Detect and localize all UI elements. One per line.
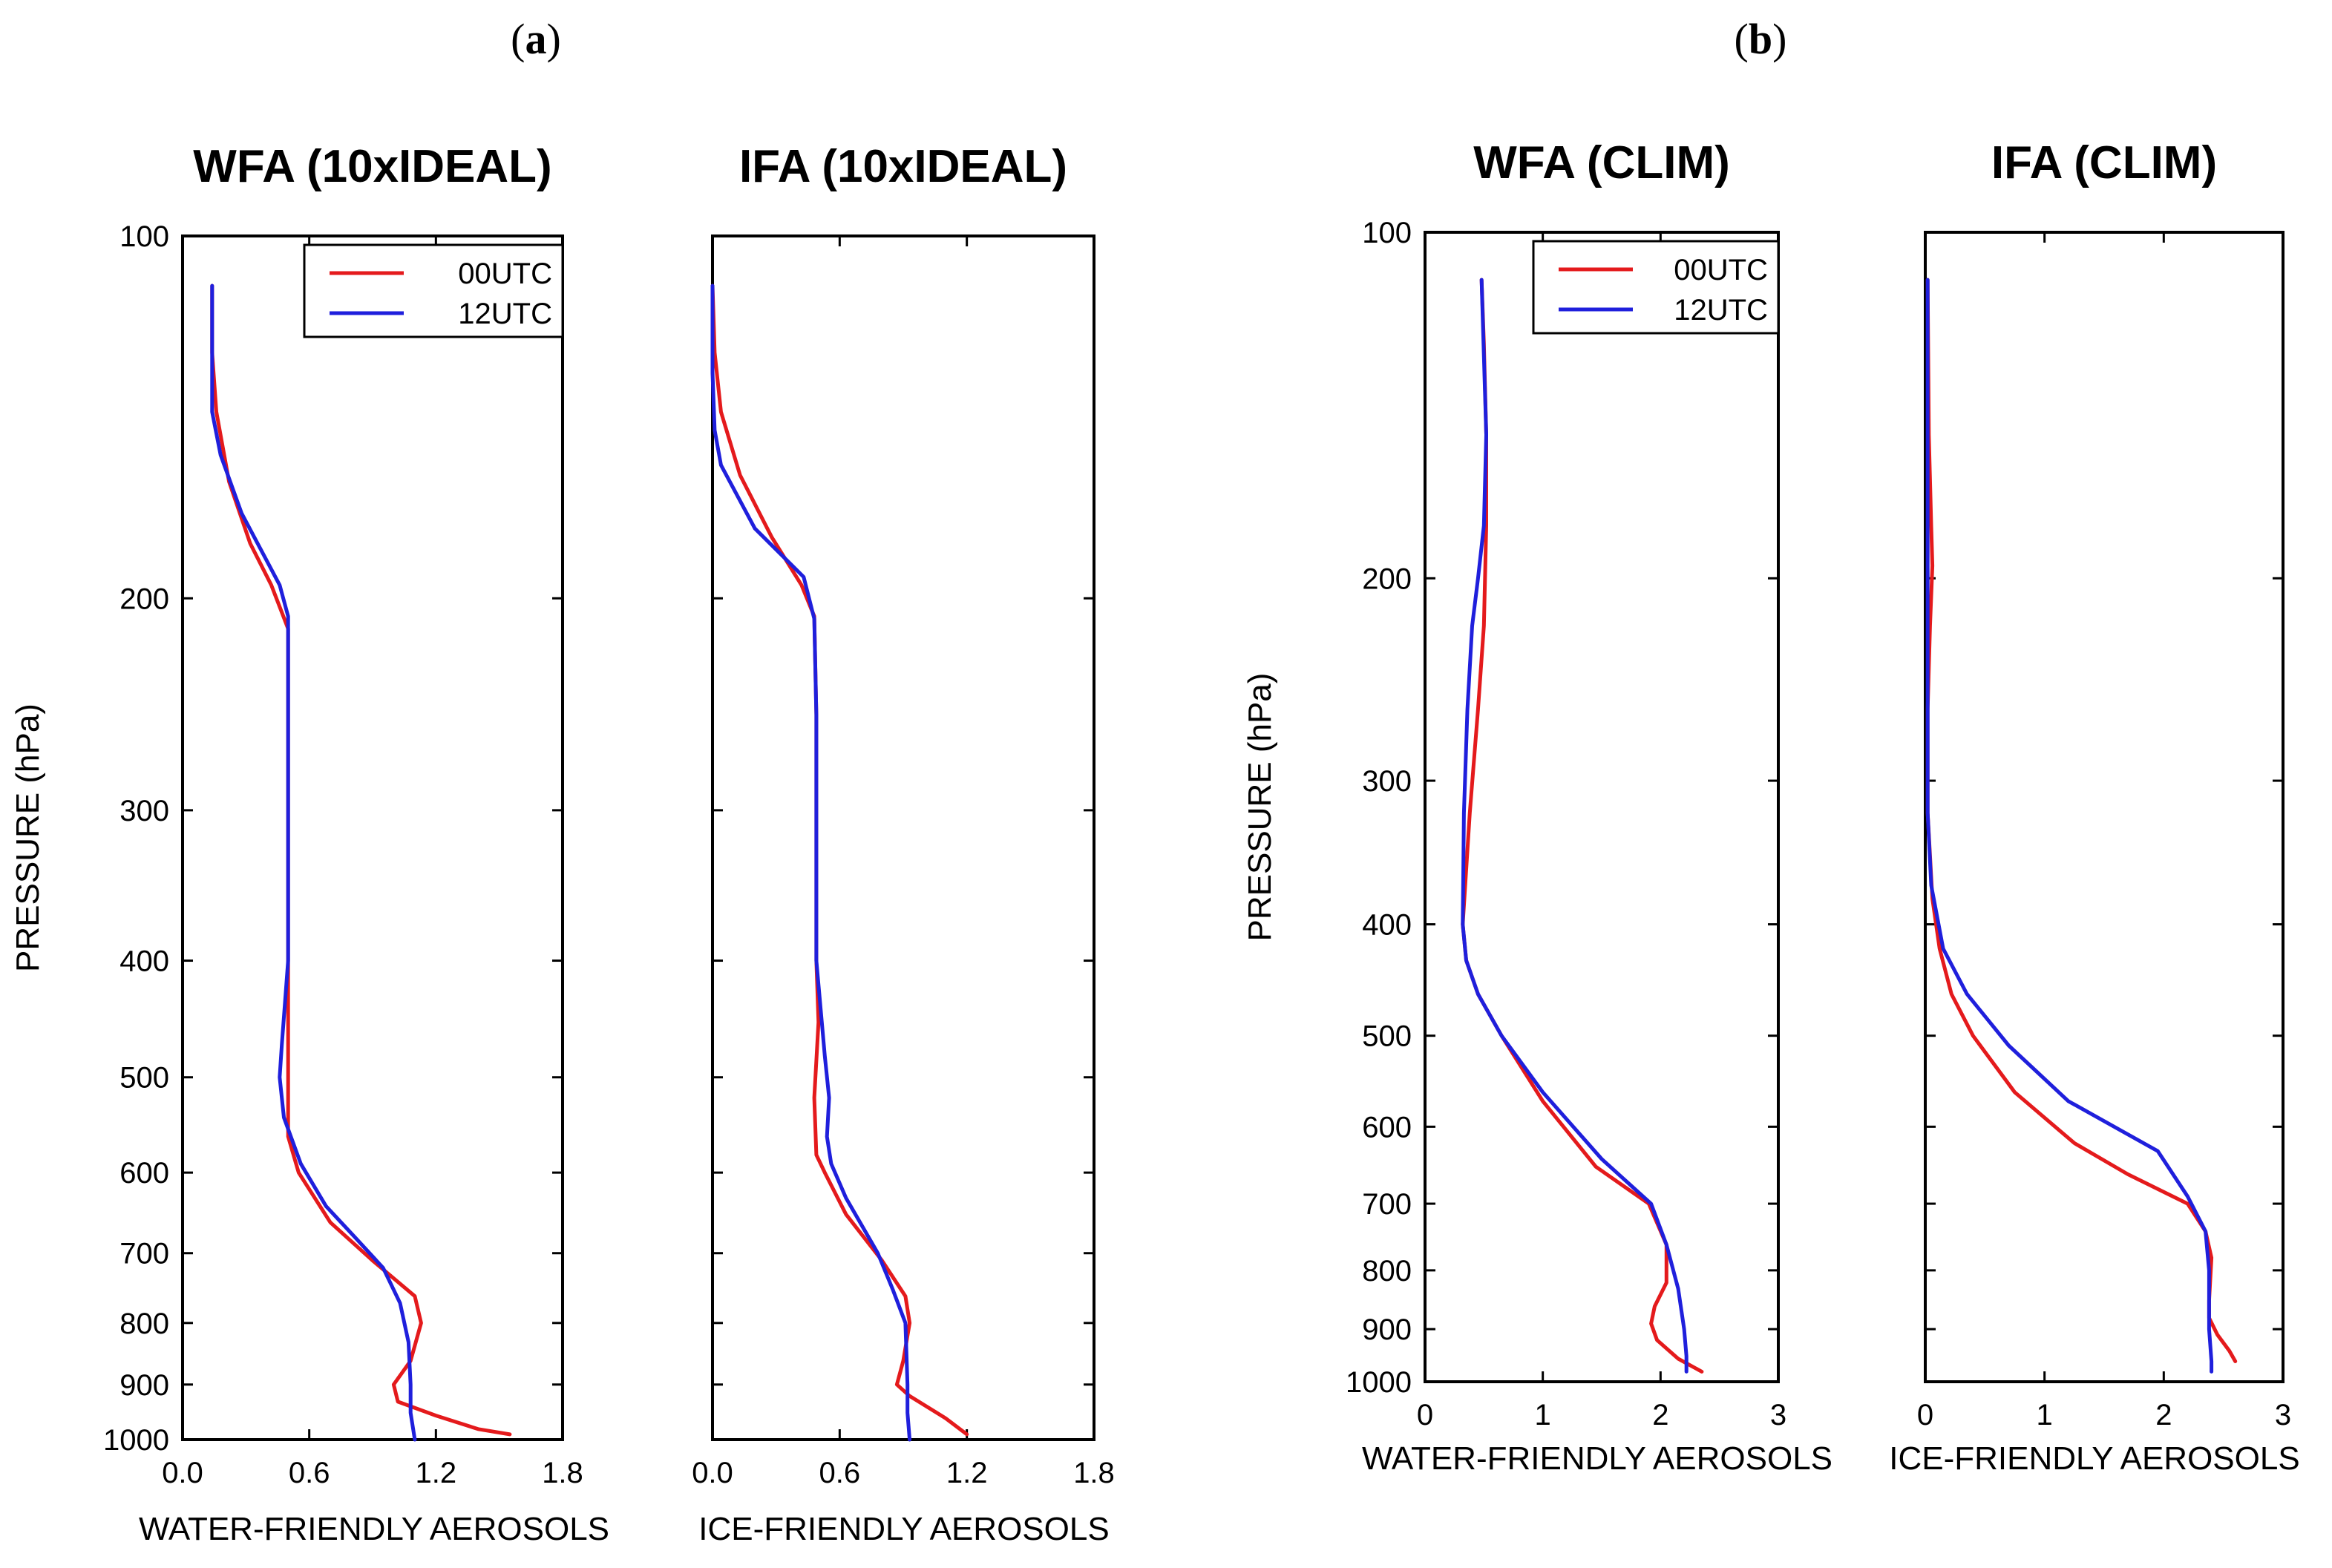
panel-label-a: (a)	[511, 15, 561, 63]
y-tick-label: 600	[119, 1157, 169, 1190]
x-tick-label: 0.6	[289, 1457, 330, 1489]
x-axis-label: ICE-FRIENDLY AEROSOLS	[698, 1511, 1109, 1547]
plot-frame	[1924, 231, 2284, 1383]
chart-title: WFA (CLIM)	[1473, 137, 1729, 188]
plot-frame	[181, 234, 564, 1441]
legend-label: 12UTC	[458, 298, 552, 330]
legend-box	[1532, 240, 1780, 335]
x-tick-label: 3	[1770, 1399, 1786, 1431]
legend-label: 00UTC	[1674, 254, 1768, 286]
y-tick-label: 100	[119, 220, 169, 253]
x-tick-label: 2	[2155, 1399, 2172, 1431]
chart-2	[710, 234, 1095, 1442]
chart-4	[1924, 231, 2284, 1383]
x-axis-label: WATER-FRIENDLY AEROSOLS	[139, 1511, 609, 1547]
series-line-12utc	[210, 283, 417, 1442]
y-tick-label: 400	[1362, 909, 1412, 942]
x-tick-label: 0.0	[692, 1457, 733, 1489]
series-line-12utc	[1461, 278, 1689, 1374]
series-line-00utc	[210, 283, 512, 1437]
x-axis-label: ICE-FRIENDLY AEROSOLS	[1889, 1440, 2299, 1477]
y-tick-label: 700	[1362, 1188, 1412, 1221]
x-tick-label: 1.8	[542, 1457, 583, 1489]
x-tick-label: 0	[1417, 1399, 1433, 1431]
chart-title: IFA (10xIDEAL)	[739, 141, 1067, 192]
chart-title: WFA (10xIDEAL)	[193, 141, 551, 192]
y-tick-label: 300	[119, 795, 169, 827]
y-axis-label: PRESSURE (hPa)	[10, 703, 46, 972]
x-tick-label: 1	[1535, 1399, 1551, 1431]
x-axis-label: WATER-FRIENDLY AEROSOLS	[1362, 1440, 1832, 1477]
x-tick-label: 0	[1917, 1399, 1933, 1431]
legend-label: 12UTC	[1674, 294, 1768, 327]
series-line-12utc	[710, 283, 912, 1442]
x-tick-label: 1	[2037, 1399, 2053, 1431]
y-tick-label: 600	[1362, 1111, 1412, 1144]
y-tick-label: 100	[1362, 217, 1412, 249]
y-tick-label: 400	[119, 945, 169, 978]
legend	[1532, 240, 1780, 335]
chart-3	[1424, 231, 1780, 1383]
x-tick-label: 0.0	[162, 1457, 203, 1489]
y-tick-label: 1000	[103, 1424, 169, 1457]
y-tick-label: 900	[119, 1369, 169, 1402]
legend-box	[303, 243, 564, 338]
y-tick-label: 800	[1362, 1255, 1412, 1287]
x-tick-label: 1.8	[1073, 1457, 1115, 1489]
y-tick-label: 800	[119, 1308, 169, 1340]
x-tick-label: 2	[1652, 1399, 1668, 1431]
y-tick-label: 1000	[1346, 1366, 1412, 1399]
legend	[303, 243, 564, 338]
y-tick-label: 700	[119, 1238, 169, 1270]
series-line-00utc	[1461, 278, 1704, 1374]
x-tick-label: 1.2	[946, 1457, 988, 1489]
chart-title: IFA (CLIM)	[1991, 137, 2217, 188]
y-tick-label: 200	[1362, 562, 1412, 595]
x-tick-label: 1.2	[416, 1457, 457, 1489]
plot-frame	[711, 234, 1095, 1441]
series-line-00utc	[710, 283, 969, 1437]
y-tick-label: 500	[119, 1062, 169, 1095]
plot-frame	[1424, 231, 1780, 1383]
x-tick-label: 3	[2275, 1399, 2291, 1431]
y-tick-label: 900	[1362, 1313, 1412, 1346]
series-line-12utc	[1925, 278, 2214, 1374]
y-axis-label: PRESSURE (hPa)	[1242, 673, 1278, 942]
x-tick-label: 0.6	[819, 1457, 861, 1489]
y-tick-label: 200	[119, 583, 169, 615]
chart-1	[181, 234, 564, 1442]
y-tick-label: 300	[1362, 765, 1412, 798]
y-tick-label: 500	[1362, 1020, 1412, 1053]
panel-label-b: (b)	[1735, 15, 1787, 63]
legend-label: 00UTC	[458, 257, 552, 290]
